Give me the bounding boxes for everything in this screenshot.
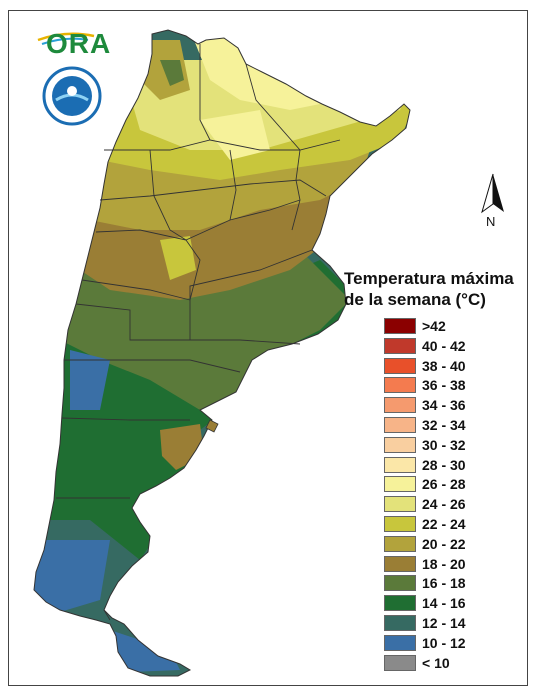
legend-swatch <box>384 614 416 631</box>
north-arrow <box>478 172 508 232</box>
smn-logo <box>42 66 102 126</box>
legend-label: 34 - 36 <box>422 397 466 414</box>
legend-title-line1: Temperatura máxima <box>344 269 514 288</box>
north-arrow-icon <box>481 173 504 214</box>
legend-label: 18 - 20 <box>422 555 466 572</box>
legend-swatch <box>384 337 416 354</box>
legend-label: 40 - 42 <box>422 337 466 354</box>
ora-swoosh-icon <box>37 32 95 45</box>
legend-label: >42 <box>422 318 446 334</box>
legend-swatch <box>384 456 416 473</box>
legend-swatch <box>384 515 416 532</box>
legend-label: 26 - 28 <box>422 476 466 493</box>
legend-label: 32 - 34 <box>422 416 466 433</box>
ora-logo-text: ORA <box>46 28 112 59</box>
legend-title: Temperatura máxima de la semana (°C) <box>344 268 534 310</box>
legend-swatch <box>384 496 416 513</box>
legend-swatch <box>384 436 416 453</box>
legend-swatch <box>384 318 416 334</box>
legend-label: 28 - 30 <box>422 456 466 473</box>
legend-swatch <box>384 377 416 394</box>
legend-label: 12 - 14 <box>422 614 466 631</box>
legend-swatch <box>384 397 416 414</box>
legend-label: 16 - 18 <box>422 575 466 592</box>
legend-label: 38 - 40 <box>422 357 466 374</box>
legend-label: 14 - 16 <box>422 595 466 612</box>
legend-swatch <box>384 575 416 592</box>
legend-swatch <box>384 416 416 433</box>
ora-logo: ORA <box>36 26 110 60</box>
legend-swatch <box>384 555 416 572</box>
legend-title-line2: de la semana (°C) <box>344 290 486 309</box>
legend-swatch <box>384 595 416 612</box>
legend-swatch <box>384 357 416 374</box>
legend-swatch <box>384 634 416 651</box>
legend-label: < 10 <box>422 654 450 671</box>
legend-label: 36 - 38 <box>422 377 466 394</box>
legend-label: 20 - 22 <box>422 535 466 552</box>
legend-label: 24 - 26 <box>422 496 466 513</box>
legend-label: 22 - 24 <box>422 515 466 532</box>
legend-swatch <box>384 535 416 552</box>
legend-swatch <box>384 654 416 671</box>
legend-label: 30 - 32 <box>422 436 466 453</box>
legend-swatch <box>384 476 416 493</box>
smn-seal-icon <box>42 66 102 126</box>
north-label: N <box>486 214 496 229</box>
legend-label: 10 - 12 <box>422 634 466 651</box>
